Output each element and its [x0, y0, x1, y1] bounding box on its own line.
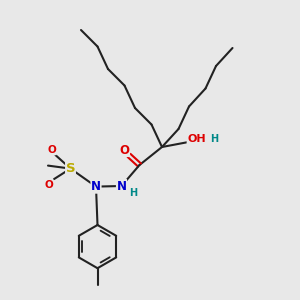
Text: OH: OH	[187, 134, 206, 145]
Text: O: O	[119, 143, 130, 157]
Text: H: H	[210, 134, 219, 145]
Text: O: O	[44, 179, 53, 190]
Text: O: O	[47, 145, 56, 155]
Text: N: N	[116, 179, 127, 193]
Text: H: H	[129, 188, 137, 198]
Text: N: N	[91, 180, 101, 193]
Text: S: S	[66, 162, 75, 175]
